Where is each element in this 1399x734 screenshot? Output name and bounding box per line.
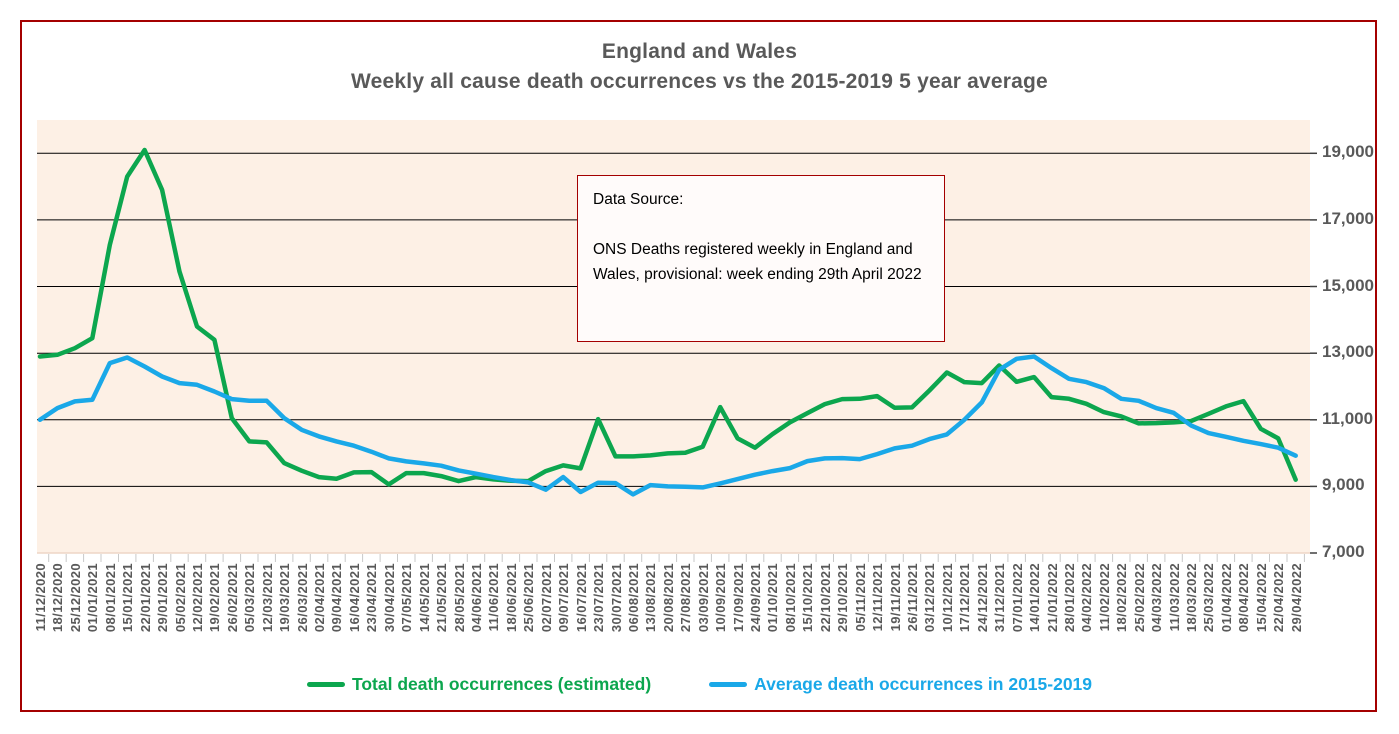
x-axis-label: 28/05/2021: [451, 563, 467, 633]
x-axis-label: 03/09/2021: [695, 563, 711, 633]
x-axis-label: 27/08/2021: [678, 563, 694, 633]
x-axis-label: 08/04/2022: [1236, 563, 1252, 633]
y-axis-label: 9,000: [1322, 475, 1365, 495]
x-axis-label: 04/06/2021: [469, 563, 484, 633]
chart-title-line1: England and Wales: [601, 40, 798, 63]
y-axis-label: 11,000: [1322, 408, 1374, 428]
x-axis-label: 10/09/2021: [713, 563, 729, 633]
y-axis-label: 13,000: [1322, 342, 1374, 362]
data-source-heading: Data Source:: [593, 191, 684, 208]
x-axis-label: 04/02/2022: [1079, 563, 1095, 633]
x-axis-label: 19/11/2021: [887, 563, 903, 632]
x-axis-label: 11/02/2022: [1096, 563, 1112, 632]
x-axis-label: 25/12/2020: [67, 563, 83, 633]
x-axis-label: 05/03/2021: [242, 563, 258, 633]
y-axis-label: 15,000: [1322, 275, 1374, 295]
x-axis-label: 21/01/2022: [1044, 563, 1060, 633]
x-axis-label: 12/03/2021: [259, 563, 275, 633]
x-axis-label: 28/01/2022: [1061, 563, 1077, 633]
x-axis-label: 01/10/2021: [765, 563, 781, 633]
x-axis-label: 30/07/2021: [608, 563, 624, 633]
y-axis-label: 19,000: [1322, 142, 1374, 162]
legend-item-average-deaths: Average death occurrences in 2015-2019: [709, 674, 1092, 695]
x-axis-label: 10/12/2021: [939, 563, 955, 633]
x-axis-label: 25/02/2022: [1131, 563, 1147, 633]
x-axis-label: 09/07/2021: [556, 563, 572, 633]
legend-label-total-deaths: Total death occurrences (estimated): [351, 674, 652, 694]
x-axis-label: 19/03/2021: [277, 563, 293, 633]
x-axis-label: 30/04/2021: [381, 563, 397, 633]
x-axis-label: 26/02/2021: [224, 563, 240, 633]
x-axis-label: 22/01/2021: [137, 563, 153, 633]
x-axis-label: 20/08/2021: [660, 563, 676, 633]
x-axis-label: 23/07/2021: [591, 563, 607, 633]
x-axis-label: 05/11/2021: [852, 563, 868, 632]
x-axis-label: 22/10/2021: [817, 563, 833, 633]
x-axis-label: 09/04/2021: [329, 563, 345, 633]
chart-title-line2: Weekly all cause death occurrences vs th…: [351, 70, 1048, 93]
x-axis-label: 14/05/2021: [416, 563, 432, 633]
x-axis-label: 04/03/2022: [1149, 563, 1165, 633]
x-axis-label: 24/12/2021: [974, 563, 990, 633]
x-axis-label: 11/12/2020: [33, 563, 48, 632]
x-axis-label: 16/07/2021: [573, 563, 589, 633]
x-axis-label: 26/11/2021: [905, 563, 920, 632]
x-axis-label: 15/10/2021: [800, 563, 816, 633]
legend-item-total-deaths: Total death occurrences (estimated): [306, 674, 652, 695]
series-line-total-deaths: [37, 147, 1298, 487]
x-axis-label: 02/07/2021: [538, 563, 554, 633]
x-axis-label: 21/05/2021: [434, 563, 450, 633]
x-axis-label: 18/03/2022: [1184, 563, 1200, 633]
x-axis-label: 22/04/2022: [1271, 563, 1287, 633]
x-axis-label: 29/10/2021: [835, 563, 851, 633]
x-axis-label: 17/12/2021: [957, 563, 973, 633]
x-axis-label: 18/06/2021: [503, 563, 519, 633]
y-axis-label: 7,000: [1322, 542, 1365, 561]
x-axis-label: 06/08/2021: [625, 563, 641, 633]
x-axis-label: 11/03/2022: [1166, 563, 1182, 632]
x-axis-label: 18/12/2020: [50, 563, 66, 633]
x-axis-label: 11/06/2021: [486, 563, 502, 632]
x-axis-label: 01/04/2022: [1218, 563, 1234, 633]
x-axis-label: 25/06/2021: [521, 563, 537, 633]
x-axis-label: 17/09/2021: [730, 563, 746, 633]
legend-line-swatch-blue: [709, 682, 748, 687]
x-axis-label: 15/04/2022: [1253, 563, 1269, 633]
x-axis-label: 01/01/2021: [85, 563, 101, 633]
series-line-average-deaths: [37, 354, 1298, 497]
data-source-body: ONS Deaths registered weekly in England …: [593, 241, 922, 283]
x-axis-label: 29/01/2021: [155, 563, 171, 633]
x-axis-label: 05/02/2021: [172, 563, 188, 633]
chart-legend: Total death occurrences (estimated) Aver…: [0, 674, 1399, 695]
x-axis-label: 24/09/2021: [748, 563, 764, 633]
x-axis-label: 03/12/2021: [922, 563, 938, 633]
x-axis-label: 12/02/2021: [189, 563, 205, 633]
x-axis-label: 23/04/2021: [364, 563, 380, 633]
x-axis-label: 07/01/2022: [1009, 563, 1025, 633]
legend-line-swatch-green: [306, 682, 345, 687]
x-axis-label: 26/03/2021: [294, 563, 310, 633]
x-axis-label: 08/01/2021: [102, 563, 118, 633]
x-axis-label: 02/04/2021: [312, 563, 328, 633]
x-axis-label: 15/01/2021: [120, 563, 136, 633]
x-axis-label: 07/05/2021: [399, 563, 415, 633]
x-axis-label: 18/02/2022: [1114, 563, 1130, 633]
x-axis-label: 13/08/2021: [643, 563, 659, 633]
x-axis-label: 25/03/2022: [1201, 563, 1217, 633]
x-axis-label: 14/01/2022: [1027, 563, 1043, 633]
data-source-box: Data Source: ONS Deaths registered weekl…: [577, 175, 945, 342]
y-axis-label: 17,000: [1322, 208, 1374, 228]
x-axis-label: 12/11/2021: [870, 563, 886, 632]
x-axis-label: 16/04/2021: [346, 563, 362, 633]
x-axis-label: 29/04/2022: [1288, 563, 1304, 633]
legend-label-average-deaths: Average death occurrences in 2015-2019: [754, 674, 1093, 694]
x-axis-label: 08/10/2021: [782, 563, 798, 633]
x-axis-label: 19/02/2021: [207, 563, 223, 633]
x-axis-label: 31/12/2021: [992, 563, 1008, 633]
